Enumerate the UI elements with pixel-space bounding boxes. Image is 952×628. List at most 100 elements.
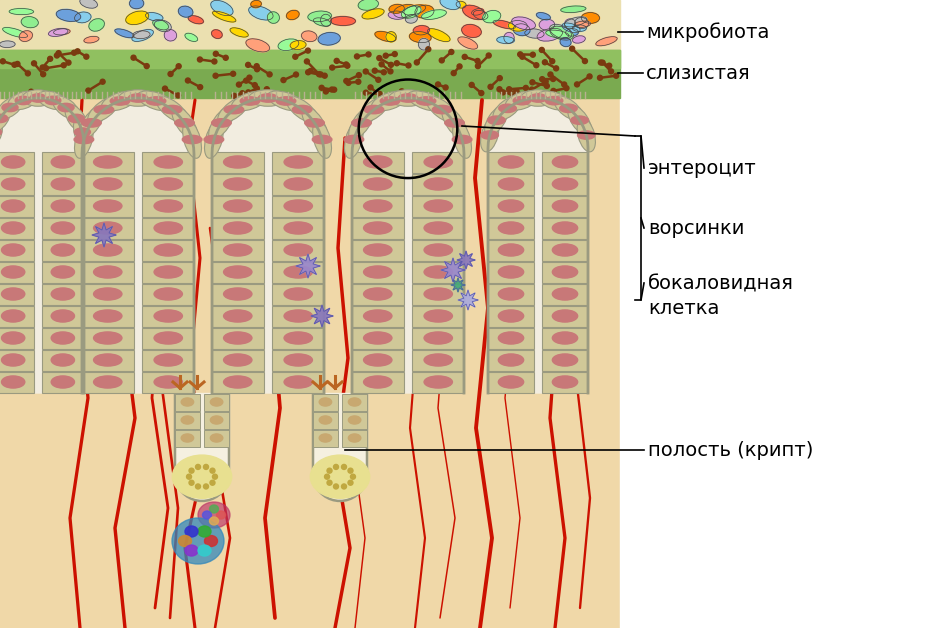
Ellipse shape <box>319 416 331 424</box>
Ellipse shape <box>364 310 391 322</box>
Ellipse shape <box>497 75 502 80</box>
Ellipse shape <box>80 0 97 8</box>
Ellipse shape <box>364 244 391 256</box>
Ellipse shape <box>61 63 66 68</box>
Ellipse shape <box>58 104 74 112</box>
Ellipse shape <box>543 79 547 84</box>
Ellipse shape <box>175 93 181 98</box>
Bar <box>487 152 533 173</box>
Ellipse shape <box>380 97 400 105</box>
Ellipse shape <box>223 55 228 60</box>
Ellipse shape <box>513 24 529 36</box>
Ellipse shape <box>552 156 577 168</box>
Ellipse shape <box>553 96 583 121</box>
Ellipse shape <box>322 73 327 78</box>
Bar <box>412 350 464 371</box>
Ellipse shape <box>577 118 595 152</box>
Bar <box>0 196 34 217</box>
Ellipse shape <box>10 9 33 14</box>
Ellipse shape <box>278 39 299 50</box>
Ellipse shape <box>230 72 235 76</box>
Ellipse shape <box>323 89 328 94</box>
Bar <box>143 218 194 239</box>
Ellipse shape <box>539 48 544 52</box>
Bar <box>412 284 464 305</box>
Ellipse shape <box>224 354 251 366</box>
Bar <box>82 152 133 173</box>
Ellipse shape <box>598 60 603 65</box>
Ellipse shape <box>93 222 122 234</box>
Ellipse shape <box>344 121 363 158</box>
Ellipse shape <box>504 33 514 43</box>
Ellipse shape <box>171 106 197 139</box>
Ellipse shape <box>210 1 233 16</box>
Polygon shape <box>175 474 228 501</box>
Ellipse shape <box>75 49 80 54</box>
Ellipse shape <box>382 96 387 101</box>
Ellipse shape <box>498 244 523 256</box>
Ellipse shape <box>240 90 245 95</box>
Ellipse shape <box>45 96 61 105</box>
Ellipse shape <box>376 55 382 60</box>
Ellipse shape <box>320 14 331 26</box>
Ellipse shape <box>388 90 426 106</box>
Ellipse shape <box>93 376 122 388</box>
Ellipse shape <box>552 178 577 190</box>
Ellipse shape <box>366 52 370 57</box>
Ellipse shape <box>358 0 378 10</box>
Bar <box>272 196 324 217</box>
Ellipse shape <box>606 63 611 68</box>
Ellipse shape <box>475 63 480 68</box>
Ellipse shape <box>292 54 297 59</box>
Ellipse shape <box>498 178 523 190</box>
Ellipse shape <box>162 106 182 114</box>
Ellipse shape <box>348 416 361 424</box>
Ellipse shape <box>0 41 15 48</box>
Ellipse shape <box>231 91 268 111</box>
Ellipse shape <box>198 526 210 537</box>
Polygon shape <box>441 258 465 282</box>
Circle shape <box>195 465 200 470</box>
Ellipse shape <box>305 119 324 127</box>
Bar <box>143 262 194 283</box>
Bar <box>412 174 464 195</box>
Ellipse shape <box>244 78 248 83</box>
Bar <box>542 262 587 283</box>
Ellipse shape <box>348 398 361 406</box>
Bar <box>351 328 403 349</box>
Ellipse shape <box>2 332 25 344</box>
Ellipse shape <box>40 92 45 97</box>
Ellipse shape <box>461 24 481 38</box>
Ellipse shape <box>597 75 602 80</box>
Ellipse shape <box>74 12 91 23</box>
Ellipse shape <box>517 52 522 57</box>
Polygon shape <box>457 251 474 269</box>
Ellipse shape <box>318 33 340 45</box>
Ellipse shape <box>498 288 523 300</box>
Ellipse shape <box>66 60 70 65</box>
Ellipse shape <box>480 118 498 152</box>
Ellipse shape <box>424 178 452 190</box>
Bar <box>542 372 587 393</box>
Bar <box>211 152 264 173</box>
Ellipse shape <box>154 288 182 300</box>
Bar <box>0 372 34 393</box>
Ellipse shape <box>375 77 381 82</box>
Ellipse shape <box>571 24 585 31</box>
Ellipse shape <box>224 200 251 212</box>
Ellipse shape <box>284 354 312 366</box>
Bar <box>351 262 403 283</box>
Ellipse shape <box>154 178 182 190</box>
Ellipse shape <box>474 58 480 63</box>
Ellipse shape <box>549 26 573 40</box>
Ellipse shape <box>100 79 105 84</box>
Ellipse shape <box>51 200 74 212</box>
Ellipse shape <box>564 85 568 90</box>
Ellipse shape <box>371 91 408 111</box>
Ellipse shape <box>209 505 218 513</box>
Ellipse shape <box>388 4 404 13</box>
Ellipse shape <box>424 244 452 256</box>
Ellipse shape <box>364 156 391 168</box>
Ellipse shape <box>348 106 374 139</box>
Bar <box>272 152 324 173</box>
